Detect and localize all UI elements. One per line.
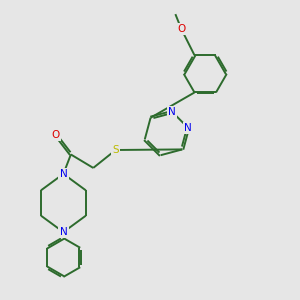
Text: O: O xyxy=(177,24,185,34)
Text: N: N xyxy=(59,227,67,237)
Text: O: O xyxy=(52,130,60,140)
Text: N: N xyxy=(59,169,67,179)
Text: N: N xyxy=(168,107,176,117)
Text: S: S xyxy=(112,145,119,155)
Text: N: N xyxy=(184,123,192,133)
